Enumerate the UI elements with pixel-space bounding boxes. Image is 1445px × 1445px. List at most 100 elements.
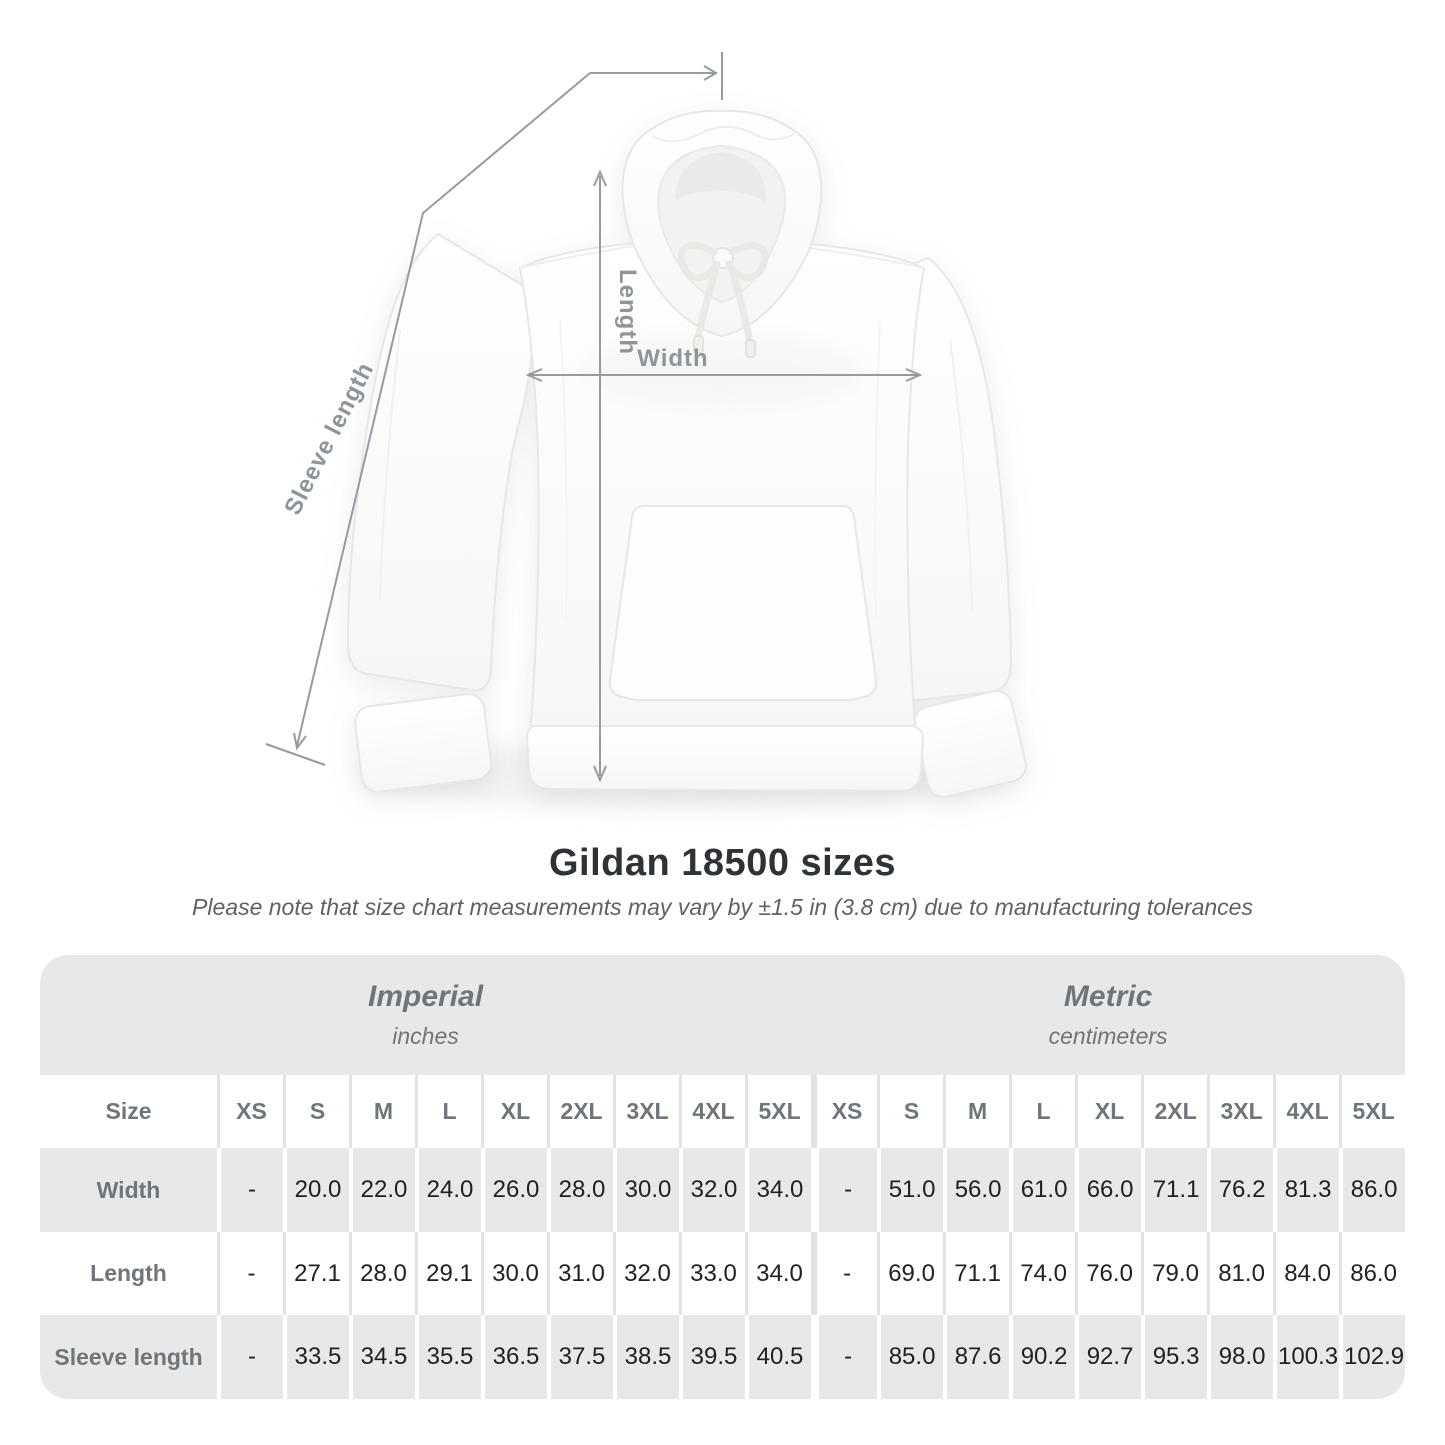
- row-label: Length: [40, 1232, 217, 1315]
- hoodie-left-cuff: [354, 693, 492, 793]
- size-col-header: XL: [481, 1075, 547, 1148]
- size-col-header: XS: [811, 1075, 878, 1148]
- hood-inner-shadow: [675, 152, 767, 202]
- table-cell: 22.0: [349, 1148, 415, 1232]
- arrowhead-down-left: [293, 732, 307, 751]
- fold-line: [379, 329, 401, 601]
- imperial-section-title: Imperial: [368, 980, 484, 1013]
- arrowhead-up: [593, 169, 607, 187]
- table-cell: 61.0: [1009, 1148, 1076, 1232]
- sleeve-length-arrow: [265, 52, 723, 766]
- drawstring-left: [694, 264, 720, 342]
- arrowhead-down: [593, 765, 607, 783]
- shoulder-seam: [809, 247, 925, 269]
- drawstring-loop-left: [677, 241, 721, 281]
- table-cell: 27.1: [283, 1232, 349, 1315]
- table-cell: 32.0: [613, 1232, 679, 1315]
- metric-section-unit: centimeters: [1048, 1023, 1168, 1049]
- table-cell: 33.0: [679, 1232, 745, 1315]
- fold-line: [874, 319, 881, 621]
- size-header-row: Size XS S M L XL 2XL 3XL 4XL 5XL XS S M …: [40, 1075, 1406, 1148]
- table-cell: 90.2: [1009, 1315, 1076, 1399]
- drawstring-aglet-left: [693, 335, 704, 354]
- table-cell: 76.0: [1075, 1232, 1142, 1315]
- hoodie-illustration: Sleeve length Length Width: [265, 52, 1027, 809]
- size-col-header: 2XL: [547, 1075, 613, 1148]
- table-cell: -: [811, 1232, 878, 1315]
- table-cell: 100.3: [1273, 1315, 1340, 1399]
- table-cell: 86.0: [1339, 1232, 1406, 1315]
- table-cell: 95.3: [1141, 1315, 1208, 1399]
- imperial-section-header: Imperial inches: [40, 955, 812, 1075]
- table-cell: -: [217, 1315, 283, 1399]
- table-cell: 34.0: [745, 1232, 812, 1315]
- table-cell: 66.0: [1075, 1148, 1142, 1232]
- cuff-reference-tick: [265, 743, 326, 766]
- imperial-section-unit: inches: [392, 1023, 459, 1049]
- table-cell: 87.6: [943, 1315, 1010, 1399]
- table-cell: 34.0: [745, 1148, 812, 1232]
- length-arrow: [593, 169, 607, 783]
- fold-line: [559, 319, 568, 621]
- table-cell: 40.5: [745, 1315, 812, 1399]
- length-label: Length: [614, 269, 641, 355]
- table-cell: 30.0: [613, 1148, 679, 1232]
- table-cell: 33.5: [283, 1315, 349, 1399]
- size-col-header: 3XL: [1207, 1075, 1274, 1148]
- page-title: Gildan 18500 sizes: [549, 842, 896, 884]
- arrowhead-right: [703, 65, 718, 81]
- table-cell: 28.0: [349, 1232, 415, 1315]
- table-cell: 92.7: [1075, 1315, 1142, 1399]
- tolerance-note: Please note that size chart measurements…: [192, 894, 1253, 920]
- size-col-header: L: [1009, 1075, 1076, 1148]
- size-col-header: S: [877, 1075, 944, 1148]
- arrowhead-left: [525, 368, 543, 382]
- hoodie-hem-band: [525, 725, 925, 793]
- metric-section-header: Metric centimeters: [811, 955, 1406, 1075]
- table-cell: 37.5: [547, 1315, 613, 1399]
- table-cell: 35.5: [415, 1315, 481, 1399]
- arrowhead-right: [905, 368, 923, 382]
- size-col-header: 3XL: [613, 1075, 679, 1148]
- fold-line: [949, 339, 973, 611]
- size-col-header: 5XL: [1339, 1075, 1406, 1148]
- size-chart-table: Imperial inches Metric centimeters Size …: [40, 955, 1406, 1399]
- hoodie-left-sleeve: [346, 232, 535, 692]
- size-col-header: M: [943, 1075, 1010, 1148]
- table-cell: 20.0: [283, 1148, 349, 1232]
- table-cell: 28.0: [547, 1148, 613, 1232]
- table-cell: 102.9: [1339, 1315, 1406, 1399]
- table-cell: 30.0: [481, 1232, 547, 1315]
- table-cell: -: [811, 1315, 878, 1399]
- table-cell: 69.0: [877, 1232, 944, 1315]
- table-cell: 24.0: [415, 1148, 481, 1232]
- kangaroo-pocket: [608, 505, 878, 701]
- table-cell: 79.0: [1141, 1232, 1208, 1315]
- table-cell: 56.0: [943, 1148, 1010, 1232]
- table-cell: 81.3: [1273, 1148, 1340, 1232]
- hood-gather-seam: [651, 126, 795, 143]
- table-cell: 34.5: [349, 1315, 415, 1399]
- table-cell: 86.0: [1339, 1148, 1406, 1232]
- size-col-header: S: [283, 1075, 349, 1148]
- drawstring-aglet-right: [745, 339, 756, 358]
- hoodie-drawing: [346, 109, 1027, 798]
- width-arrow: [525, 368, 923, 382]
- row-label: Width: [40, 1148, 217, 1232]
- width-label: Width: [637, 345, 708, 372]
- width-row: Width - 20.0 22.0 24.0 26.0 28.0 30.0 32…: [40, 1148, 1406, 1232]
- table-cell: -: [217, 1232, 283, 1315]
- table-cell: 74.0: [1009, 1232, 1076, 1315]
- table-cell: 71.1: [1141, 1148, 1208, 1232]
- table-cell: 36.5: [481, 1315, 547, 1399]
- table-cell: 39.5: [679, 1315, 745, 1399]
- table-cell: 26.0: [481, 1148, 547, 1232]
- table-cell: 51.0: [877, 1148, 944, 1232]
- size-col-header: 5XL: [745, 1075, 812, 1148]
- metric-section-title: Metric: [1063, 980, 1153, 1013]
- drawstring-right: [728, 266, 754, 346]
- table-cell: 29.1: [415, 1232, 481, 1315]
- length-row: Length - 27.1 28.0 29.1 30.0 31.0 32.0 3…: [40, 1232, 1406, 1315]
- table-cell: -: [811, 1148, 878, 1232]
